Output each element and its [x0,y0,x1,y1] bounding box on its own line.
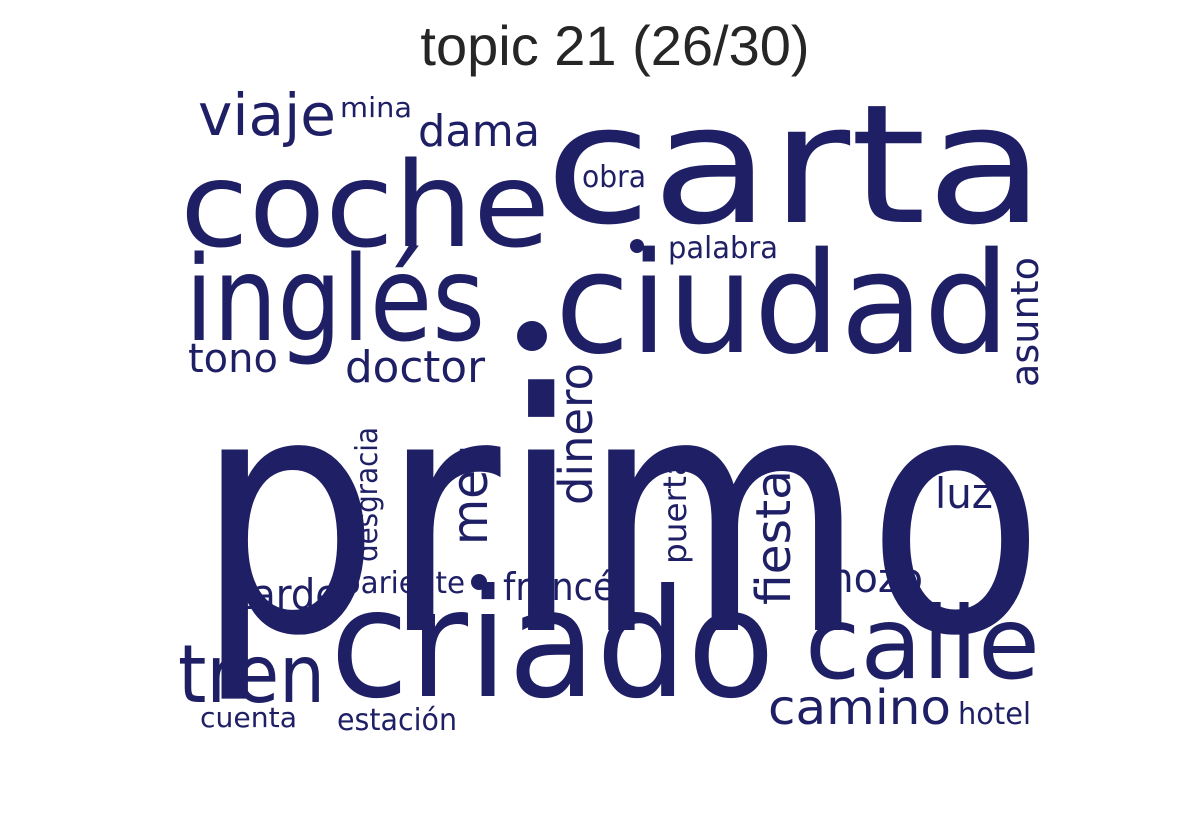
word-ingles: inglés [185,230,485,368]
word-calle: calle [805,585,1040,702]
word-estacion: estación [337,703,457,738]
word-puerta: puerta [656,456,694,564]
word-criado: criado [330,558,775,732]
word-tono: tono [188,336,278,382]
word-tren: tren [178,628,325,721]
word-ciudad: ciudad [555,223,1010,386]
word-mes: mes [441,445,499,545]
word-tarde: tarde [237,570,339,619]
word-palabra: palabra [668,231,778,266]
word-coche: coche [180,136,550,274]
word-viaje: viaje [198,81,336,149]
word-dama: dama [418,106,540,157]
word-pariente: pariente [342,566,465,601]
word-obra: obra [582,160,646,195]
word-carta: carta [545,69,1045,261]
word-frances: francés [503,565,633,609]
chart-title: topic 21 (26/30) [420,14,810,77]
word-cuenta: cuenta [200,701,297,734]
dot-mark-small [471,574,487,590]
word-doctor: doctor [345,342,486,393]
word-desgracia: desgracia [350,427,385,562]
word-mina: mina [340,91,412,124]
word-asunto: asunto [1003,257,1047,387]
word-luz: luz [935,469,993,518]
word-hotel: hotel [958,697,1031,732]
word-mozo: mozo [815,556,923,602]
word-fiesta: fiesta [746,470,802,605]
word-camino: camino [768,680,951,736]
word-dinero: dinero [549,363,603,505]
word-primo: primo [195,324,1045,708]
dot-mark-medium [630,239,644,253]
dot-mark-large [517,321,547,351]
